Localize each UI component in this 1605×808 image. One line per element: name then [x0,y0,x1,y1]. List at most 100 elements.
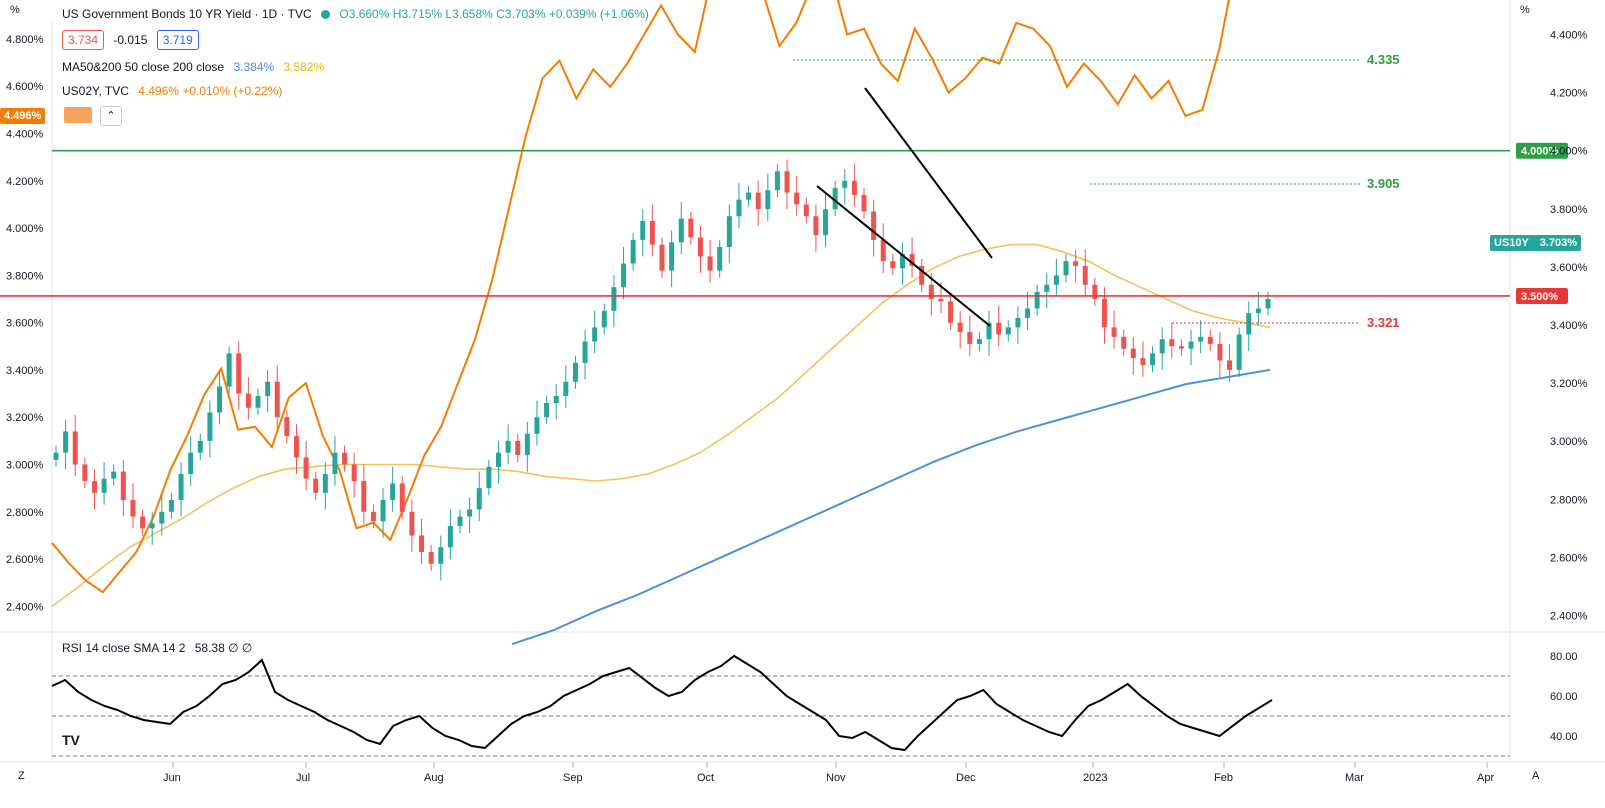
right-tick-label: 4.400% [1550,30,1588,42]
candle-body [111,471,117,479]
level-tag-4000: 4.000% [1521,146,1559,158]
moving-averages [51,0,1271,646]
left-tick-label: 4.400% [6,128,44,140]
series-tag-name: US10Y [1494,237,1529,249]
candle-body [188,452,194,474]
x-tick-label: Aug [424,772,444,784]
left-tick-label: 3.600% [6,318,44,330]
candle-body [621,263,627,288]
candle-body [226,353,232,387]
candle-body [717,246,723,271]
tradingview-logo: TV [62,732,80,748]
candle-body [53,452,59,460]
candle-body [419,535,425,552]
right-tick-label: 3.000% [1550,436,1588,448]
candle-body [1034,291,1040,309]
candle-body [967,332,973,344]
candle-body [130,499,136,517]
x-tick-label: Oct [697,772,714,784]
candles [53,159,1271,581]
right-tick-label: 4.200% [1550,88,1588,100]
candle-body [1178,346,1184,349]
bid-price-button[interactable]: 3.734 [62,30,105,50]
candle-body [803,204,809,217]
legend-price-row: 3.734 -0.015 3.719 [62,30,205,50]
rsi-value: 58.38 ∅ ∅ [194,641,253,655]
candle-body [1111,327,1117,337]
x-tick-label: Nov [826,772,846,784]
candle-body [697,237,703,257]
candle-body [909,254,915,266]
candle-body [1121,336,1127,349]
x-tick-label: Apr [1477,772,1494,784]
right-tick-label: 2.800% [1550,494,1588,506]
candle-body [601,310,607,328]
candle-body [880,239,886,262]
rsi-tick-label: 40.00 [1550,731,1578,743]
candle-body [755,192,761,210]
series-tag: US10Y 3.703% [1490,235,1582,251]
ohlc-readout: O3.660% H3.715% L3.658% C3.703% +0.039% … [339,7,649,21]
candle-body [159,511,165,524]
zoom-button[interactable]: Z [18,770,25,782]
right-tick-label: 2.600% [1550,552,1588,564]
us02y-line [51,0,1230,594]
candle-body [572,362,578,382]
candle-body [669,242,675,271]
x-tick-label: Mar [1345,772,1364,784]
right-tick-label: 3.600% [1550,262,1588,274]
candle-body [217,386,223,413]
candle-body [986,322,992,340]
rsi-legend: RSI 14 close SMA 14 2 58.38 ∅ ∅ [62,640,258,656]
candle-body [563,381,569,396]
candle-body [1159,339,1165,354]
candle-body [1246,313,1252,335]
collapse-legend-button[interactable]: ⌃ [100,106,122,126]
candle-body [140,516,146,529]
rsi-panel: 80.00 60.00 40.00 [51,651,1578,757]
candle-body [976,339,982,344]
candle-body [505,440,511,453]
us02y-tag: 4.496% [0,108,46,124]
candle-body [1005,327,1011,335]
candle-body [197,440,203,453]
candle-body [1207,336,1213,344]
candle-body [236,353,242,394]
candle-body [1150,353,1156,366]
candle-body [380,499,386,522]
candle-body [948,301,954,323]
candle-body [351,464,357,482]
candle-body [678,218,684,243]
candle-body [467,509,473,517]
candle-body [899,254,905,269]
candle-body [168,499,174,512]
rsi-label: RSI 14 close SMA 14 2 [62,641,186,655]
legend-title-row: US Government Bonds 10 YR Yield · 1D · T… [62,6,655,22]
level-label: 3.905 [1367,176,1400,191]
candle-body [1198,336,1204,342]
candle-body [823,209,829,236]
candle-body [544,403,550,418]
candle-body [919,265,925,285]
candle-body [851,180,857,195]
chart-title: US Government Bonds 10 YR Yield · 1D · T… [62,7,312,21]
x-tick-label: Dec [956,772,976,784]
candle-body [457,516,463,526]
candle-body [1053,275,1059,285]
candle-body [207,412,213,441]
candle-body [553,395,559,404]
candle-body [495,452,501,467]
left-tick-label: 4.000% [6,223,44,235]
candle-body [1063,261,1069,276]
candle-body [245,393,251,408]
candle-body [447,525,453,548]
candle-body [120,471,126,500]
left-tick-label: 3.200% [6,412,44,424]
candle-body [322,473,328,493]
rsi-tick-label: 60.00 [1550,691,1578,703]
candle-body [178,473,184,500]
candle-body [1044,284,1050,292]
auto-scale-button[interactable]: A [1532,770,1540,782]
ask-price-button[interactable]: 3.719 [156,30,199,50]
